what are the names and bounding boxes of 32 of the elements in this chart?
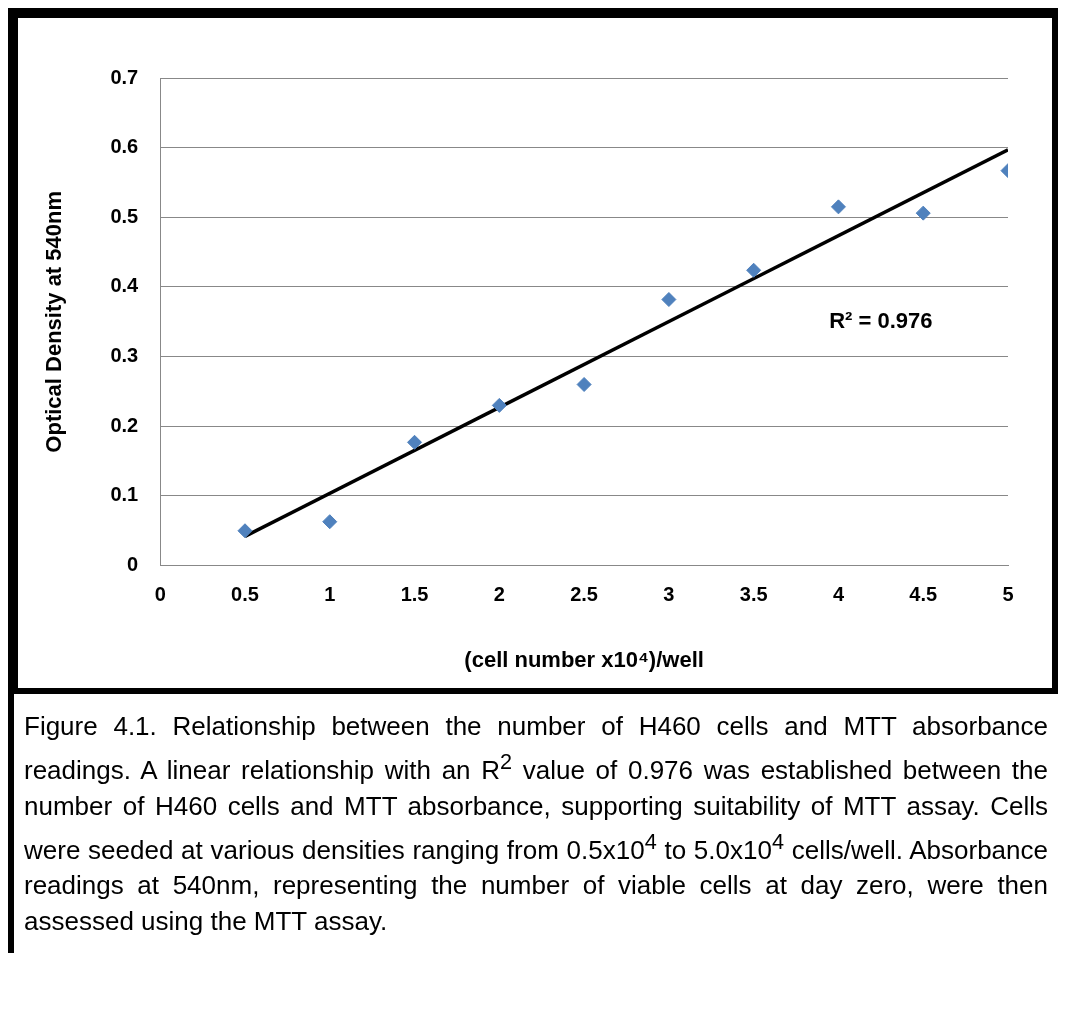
point	[237, 523, 253, 539]
point	[491, 397, 507, 413]
point	[661, 292, 677, 308]
x-tick-label: 0.5	[231, 583, 259, 606]
x-tick-label: 4	[832, 583, 845, 606]
y-tick-label: 0.7	[110, 65, 139, 88]
point	[915, 205, 931, 221]
x-tick-label: 3	[663, 583, 675, 606]
point	[407, 434, 423, 450]
x-tick-label: 1.5	[400, 583, 429, 606]
x-tick-label: 1	[324, 583, 336, 606]
point	[830, 199, 846, 215]
point	[576, 376, 592, 392]
x-tick-label: 0	[154, 583, 166, 606]
x-tick-label: 3.5	[739, 583, 768, 606]
x-tick-label: 5	[1002, 583, 1014, 606]
x-axis-title: (cell number x10⁴)/well	[464, 646, 704, 672]
y-tick-label: 0	[127, 553, 139, 576]
annotation: R² = 0.976	[829, 307, 933, 333]
y-tick-label: 0.5	[110, 204, 139, 227]
y-tick-label: 0.6	[110, 135, 139, 158]
x-tick-label: 4.5	[909, 583, 938, 606]
x-tick-label: 2.5	[570, 583, 599, 606]
text: Figure 4.1. Relationship between the number of H460 cells and MTT absorbance readings. A linear relationship with an R$^{2}$ value of 0.976 was established between the number of H460 cells and MTT absorbance, supporting suitability of MTT assay. Cells were seeded at various densities ranging from 0.5x10$^{4}$ to 5.0x10$^{4}$ cells/well. Absorbance readings at 540nm, representing the number of viable cells at day zero, were then assessed using the MTT assay.	[24, 711, 1048, 937]
point	[746, 262, 762, 278]
y-axis-title: Optical Density at 540nm	[41, 190, 67, 453]
y-tick-label: 0.4	[110, 274, 140, 297]
point	[322, 514, 338, 530]
y-tick-label: 0.3	[110, 344, 139, 367]
x-tick-label: 2	[493, 583, 505, 606]
y-tick-label: 0.2	[110, 413, 139, 436]
y-tick-label: 0.1	[110, 483, 139, 506]
